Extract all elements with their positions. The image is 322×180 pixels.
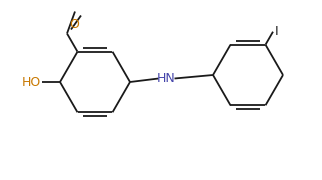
Text: HO: HO (22, 75, 41, 89)
Text: methoxy: methoxy (78, 13, 84, 15)
Text: HN: HN (157, 72, 176, 85)
Text: O: O (69, 17, 79, 30)
Text: I: I (275, 25, 279, 38)
